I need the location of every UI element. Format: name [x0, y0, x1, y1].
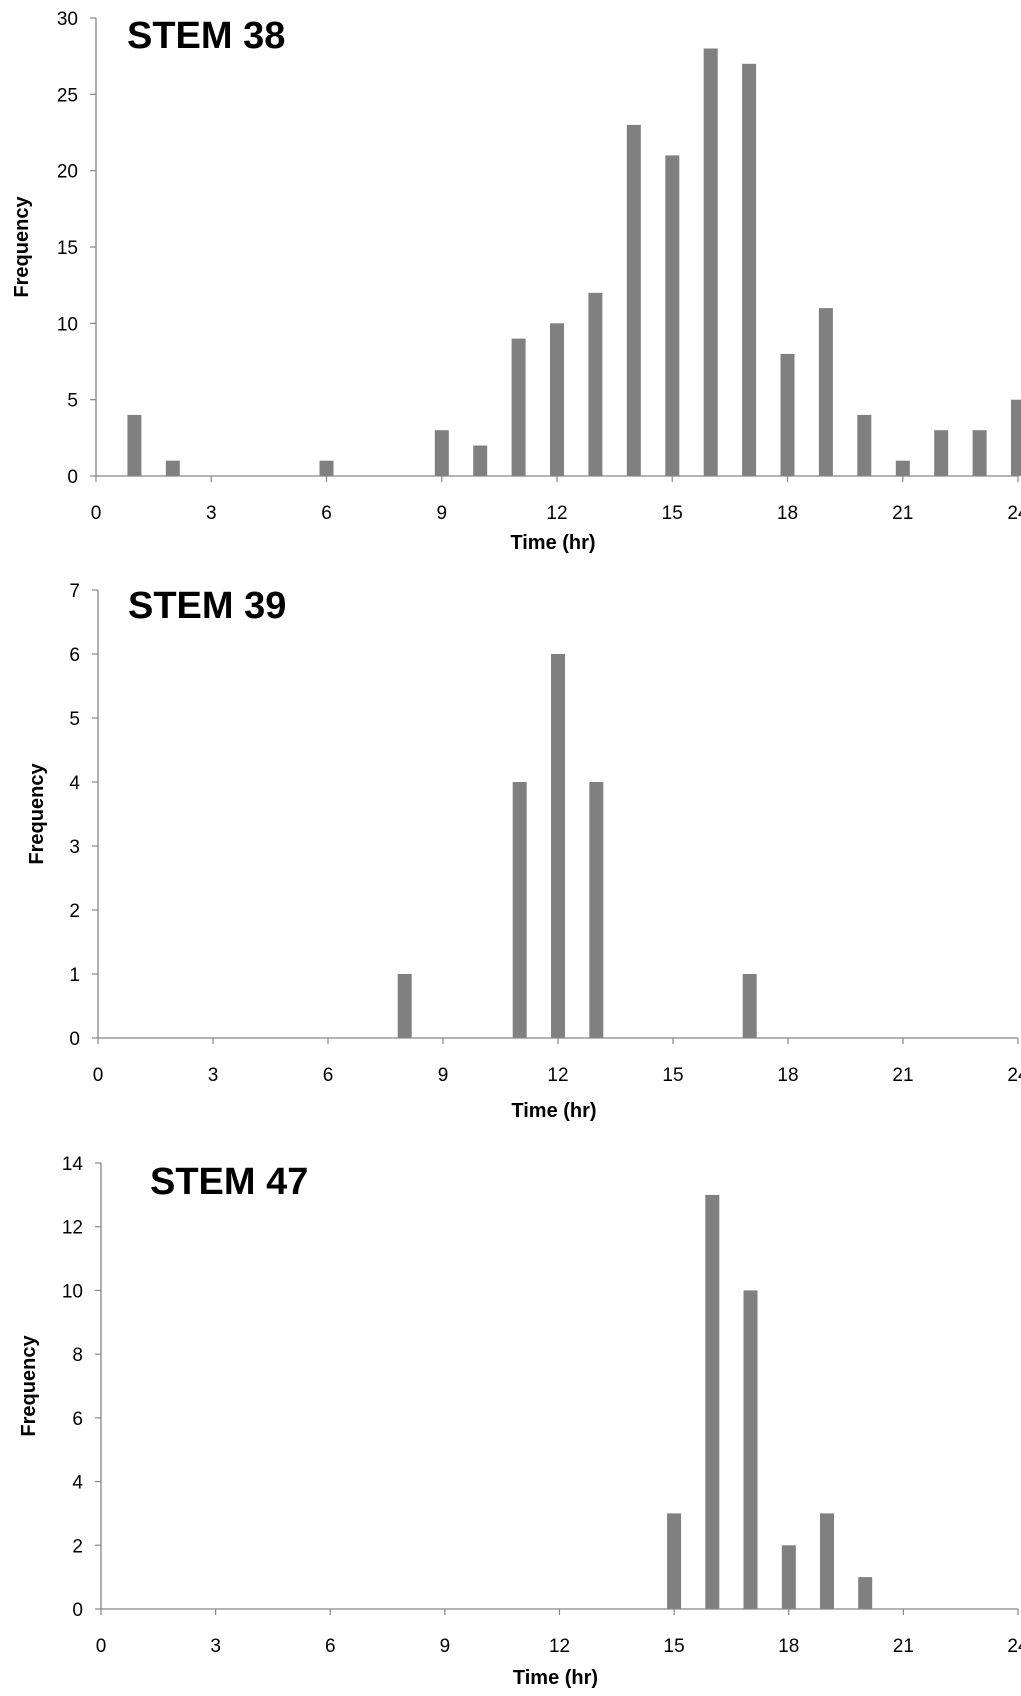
bar — [781, 1545, 796, 1609]
y-axis-label: Frequency — [26, 763, 48, 865]
bar — [511, 338, 526, 476]
y-tick-label: 15 — [57, 238, 78, 259]
x-tick-label: 18 — [777, 503, 798, 524]
bar — [780, 353, 795, 476]
bar — [743, 1290, 758, 1609]
x-tick-label: 3 — [206, 503, 217, 524]
x-tick-label: 9 — [440, 1636, 451, 1657]
x-tick-label: 24 — [1007, 503, 1021, 524]
bar — [165, 460, 180, 476]
bar — [895, 460, 910, 476]
y-tick-label: 0 — [72, 1600, 83, 1621]
chart-title: STEM 39 — [128, 585, 286, 627]
x-tick-label: 21 — [892, 503, 913, 524]
bar — [397, 974, 412, 1038]
x-tick-label: 6 — [321, 503, 332, 524]
bar — [588, 292, 603, 476]
bar — [742, 63, 757, 477]
x-axis-label: Time (hr) — [510, 532, 595, 554]
bar — [551, 654, 565, 1038]
x-tick-label: 21 — [893, 1636, 914, 1657]
y-axis-label: Frequency — [11, 196, 33, 298]
bar — [550, 323, 564, 476]
x-tick-label: 0 — [96, 1636, 107, 1657]
bar — [512, 782, 527, 1038]
y-tick-label: 25 — [57, 85, 78, 106]
x-tick-label: 18 — [777, 1065, 798, 1086]
y-tick-label: 1 — [69, 965, 80, 986]
bar — [667, 1513, 682, 1609]
bar — [742, 974, 757, 1038]
y-tick-label: 0 — [69, 1029, 80, 1050]
chart-title: STEM 47 — [150, 1161, 308, 1203]
x-tick-label: 6 — [325, 1636, 336, 1657]
bar — [626, 124, 641, 477]
y-tick-label: 8 — [72, 1345, 83, 1366]
y-tick-label: 2 — [69, 901, 80, 922]
bar — [703, 48, 718, 476]
x-tick-label: 18 — [778, 1636, 799, 1657]
x-tick-label: 0 — [91, 503, 102, 524]
bar — [857, 414, 872, 476]
x-axis-label: Time (hr) — [511, 1100, 596, 1122]
x-tick-label: 24 — [1007, 1636, 1021, 1657]
chart-title: STEM 38 — [127, 15, 285, 57]
x-tick-label: 0 — [93, 1065, 104, 1086]
y-tick-label: 0 — [67, 467, 78, 488]
x-tick-label: 15 — [664, 1636, 685, 1657]
x-tick-label: 21 — [892, 1065, 913, 1086]
y-tick-label: 3 — [69, 837, 80, 858]
y-tick-label: 30 — [57, 9, 78, 30]
x-tick-label: 15 — [662, 503, 683, 524]
x-axis-label: Time (hr) — [513, 1667, 598, 1689]
y-axis-label: Frequency — [18, 1335, 40, 1437]
bar — [934, 430, 949, 476]
y-tick-label: 6 — [72, 1409, 83, 1430]
bar — [319, 460, 334, 476]
bar — [818, 308, 833, 476]
y-tick-label: 5 — [69, 709, 80, 730]
y-tick-label: 12 — [62, 1218, 83, 1239]
y-tick-label: 20 — [57, 162, 78, 183]
x-tick-label: 9 — [436, 503, 447, 524]
bar — [665, 155, 680, 476]
bar — [858, 1577, 873, 1609]
bar — [705, 1194, 720, 1609]
bar — [589, 782, 604, 1038]
y-tick-label: 10 — [57, 314, 78, 335]
y-tick-label: 14 — [62, 1154, 84, 1175]
x-tick-label: 3 — [208, 1065, 219, 1086]
x-tick-label: 6 — [323, 1065, 334, 1086]
bar — [972, 430, 987, 476]
bar — [820, 1513, 834, 1609]
x-tick-label: 12 — [549, 1636, 570, 1657]
y-tick-label: 6 — [69, 645, 80, 666]
bar — [473, 445, 488, 476]
y-tick-label: 10 — [62, 1281, 83, 1302]
chart-panel-stem-38: 0 5 10 15 20 25 30 0 3 6 9 12 15 18 21 24 STEM 38 Time (h… — [0, 0, 1021, 565]
x-tick-label: 12 — [546, 503, 567, 524]
y-tick-label: 7 — [69, 581, 80, 602]
bar — [434, 430, 449, 476]
y-tick-label: 2 — [72, 1536, 83, 1557]
y-tick-label: 5 — [67, 391, 78, 412]
bar — [127, 414, 142, 476]
x-tick-label: 9 — [438, 1065, 449, 1086]
x-tick-label: 15 — [662, 1065, 683, 1086]
x-tick-label: 24 — [1007, 1065, 1021, 1086]
y-tick-label: 4 — [72, 1473, 83, 1494]
bar — [1011, 399, 1021, 476]
x-tick-label: 12 — [547, 1065, 568, 1086]
chart-svg-stem-38: 0 5 10 15 20 25 30 0 3 6 9 12 15 18 21 24 STEM 38 Time (h… — [11, 9, 1021, 554]
x-tick-label: 3 — [210, 1636, 221, 1657]
y-tick-label: 4 — [69, 773, 80, 794]
